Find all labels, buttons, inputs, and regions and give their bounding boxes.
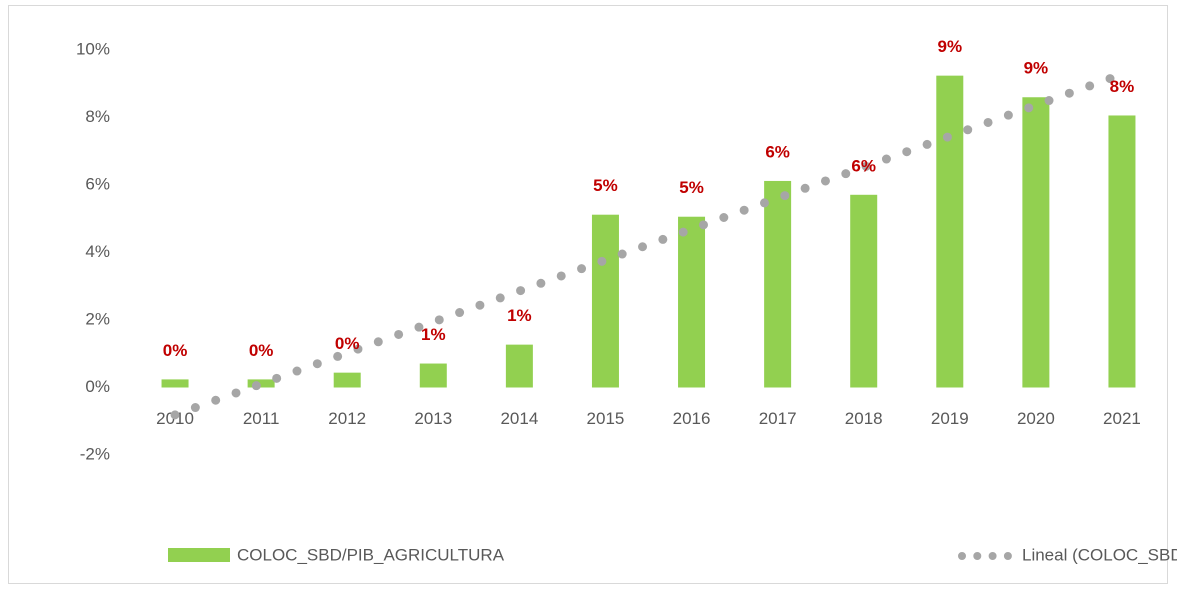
legend-label: Lineal (COLOC_SBD/PIB_AGRICULTURA)	[1022, 545, 1177, 564]
x-tick-label: 2020	[1017, 409, 1055, 428]
x-tick-label: 2011	[243, 409, 280, 428]
data-label: 1%	[507, 306, 532, 325]
x-tick-label: 2021	[1103, 409, 1141, 428]
bar	[678, 216, 706, 388]
chart-border	[8, 5, 1168, 584]
x-tick-label: 2015	[587, 409, 625, 428]
bar	[1108, 115, 1136, 388]
legend-swatch	[168, 548, 230, 562]
data-label: 8%	[1110, 77, 1135, 96]
data-label: 6%	[765, 142, 790, 161]
y-tick-label: 4%	[85, 242, 110, 261]
y-tick-label: 8%	[85, 107, 110, 126]
trend-line	[170, 69, 1127, 420]
data-label: 5%	[593, 176, 618, 195]
bar	[591, 214, 619, 388]
y-tick-label: 6%	[85, 174, 110, 193]
y-tick-label: 0%	[85, 377, 110, 396]
data-label: 1%	[421, 325, 446, 344]
x-tick-label: 2013	[414, 409, 452, 428]
bar	[161, 379, 189, 388]
data-label: 0%	[163, 341, 188, 360]
x-tick-label: 2016	[673, 409, 711, 428]
bar	[247, 379, 275, 388]
y-tick-label: -2%	[80, 444, 110, 463]
x-tick-label: 2014	[500, 409, 538, 428]
x-tick-label: 2018	[845, 409, 883, 428]
bar	[505, 344, 533, 388]
bar	[850, 194, 878, 388]
bar	[1022, 97, 1050, 388]
bar	[936, 75, 964, 388]
legend-label: COLOC_SBD/PIB_AGRICULTURA	[237, 545, 505, 564]
data-label: 0%	[335, 334, 360, 353]
data-label: 9%	[1024, 59, 1049, 78]
data-label: 5%	[679, 178, 704, 197]
data-label: 6%	[851, 156, 876, 175]
bar	[764, 180, 792, 388]
x-tick-label: 2012	[328, 409, 366, 428]
data-label: 0%	[249, 341, 274, 360]
bar	[333, 372, 361, 388]
x-tick-label: 2017	[759, 409, 797, 428]
x-tick-label: 2019	[931, 409, 969, 428]
y-tick-label: 2%	[85, 309, 110, 328]
bar	[419, 363, 447, 388]
y-tick-label: 10%	[76, 39, 110, 58]
data-label: 9%	[938, 37, 963, 56]
